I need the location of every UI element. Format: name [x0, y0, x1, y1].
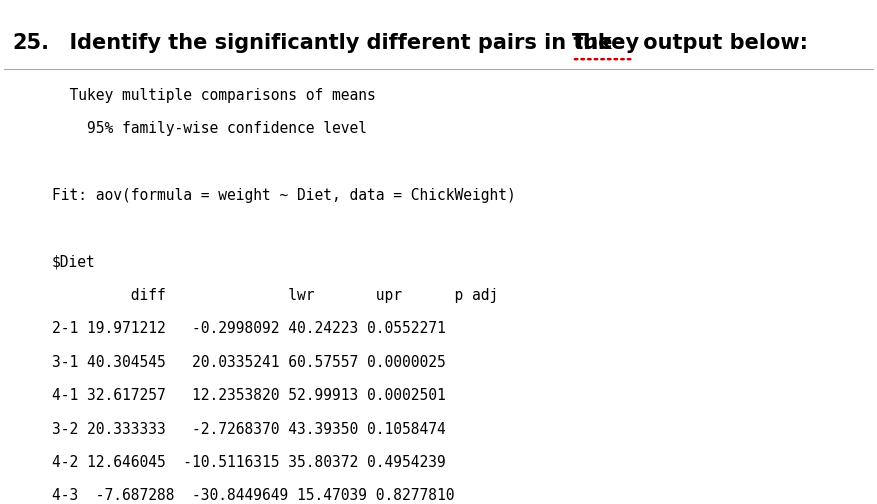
Text: Fit: aov(formula = weight ~ Diet, data = ChickWeight): Fit: aov(formula = weight ~ Diet, data =… — [52, 188, 515, 203]
Text: 4-2 12.646045  -10.5116315 35.80372 0.4954239: 4-2 12.646045 -10.5116315 35.80372 0.495… — [52, 455, 446, 470]
Text: Identify the significantly different pairs in the: Identify the significantly different pai… — [54, 33, 618, 53]
Text: output below:: output below: — [635, 33, 807, 53]
Text: 4-3  -7.687288  -30.8449649 15.47039 0.8277810: 4-3 -7.687288 -30.8449649 15.47039 0.827… — [52, 488, 454, 503]
Text: 95% family-wise confidence level: 95% family-wise confidence level — [52, 121, 367, 136]
Text: Tukey multiple comparisons of means: Tukey multiple comparisons of means — [52, 88, 375, 103]
Text: 25.: 25. — [13, 33, 50, 53]
Text: 2-1 19.971212   -0.2998092 40.24223 0.0552271: 2-1 19.971212 -0.2998092 40.24223 0.0552… — [52, 322, 446, 337]
Text: 3-1 40.304545   20.0335241 60.57557 0.0000025: 3-1 40.304545 20.0335241 60.57557 0.0000… — [52, 355, 446, 370]
Text: $Diet: $Diet — [52, 255, 96, 270]
Text: 3-2 20.333333   -2.7268370 43.39350 0.1058474: 3-2 20.333333 -2.7268370 43.39350 0.1058… — [52, 422, 446, 436]
Text: diff              lwr       upr      p adj: diff lwr upr p adj — [52, 288, 497, 303]
Text: 4-1 32.617257   12.2353820 52.99913 0.0002501: 4-1 32.617257 12.2353820 52.99913 0.0002… — [52, 388, 446, 403]
Text: Tukey: Tukey — [572, 33, 639, 53]
